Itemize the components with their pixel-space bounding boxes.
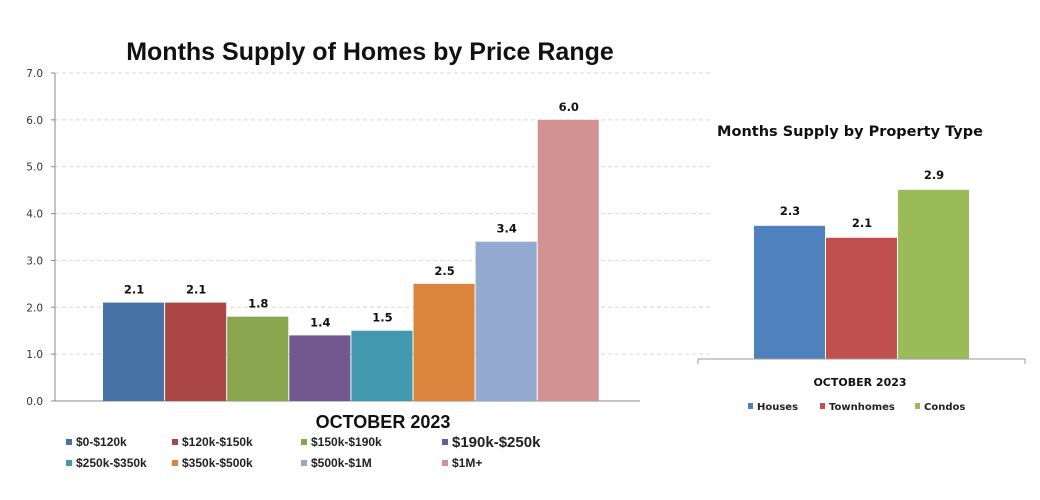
legend-label: Townhomes xyxy=(829,402,895,413)
y-tick-label: 1.0 xyxy=(26,349,43,361)
property-type-bars xyxy=(754,189,969,359)
y-tick-label: 6.0 xyxy=(26,115,43,127)
legend-label: $250k-$350k xyxy=(76,456,147,470)
legend-swatch xyxy=(301,460,307,466)
bar--1m- xyxy=(537,119,599,401)
property-type-x-axis xyxy=(697,358,1026,364)
y-tick-label: 7.0 xyxy=(26,68,43,80)
legend-swatch xyxy=(748,403,753,409)
legend-label: $190k-$250k xyxy=(452,434,541,451)
bar--350k-500k xyxy=(413,283,475,401)
legend-label: $150k-$190k xyxy=(311,435,382,449)
property-type-data-labels: 2.3 2.1 2.9 xyxy=(780,168,944,230)
data-label: 1.8 xyxy=(248,297,268,311)
y-tick-label: 2.0 xyxy=(26,302,43,314)
data-label: 2.1 xyxy=(124,283,144,297)
y-tick-label: 4.0 xyxy=(26,209,43,221)
property-type-legend: Houses Townhomes Condos xyxy=(748,402,965,413)
legend-label: $0-$120k xyxy=(76,435,127,449)
legend-swatch xyxy=(301,439,307,445)
bar-houses xyxy=(754,225,825,359)
bar--190k-250k xyxy=(289,335,351,401)
bar--250k-350k xyxy=(351,330,413,401)
y-tick-label: 0.0 xyxy=(26,396,43,408)
legend-swatch xyxy=(172,460,178,466)
data-label: 3.4 xyxy=(496,222,516,236)
bar--150k-190k xyxy=(227,316,289,401)
legend-label: $1M+ xyxy=(452,456,482,470)
data-label: 1.5 xyxy=(372,311,392,325)
data-label: 2.1 xyxy=(852,216,872,230)
bar-townhomes xyxy=(826,237,897,359)
bar--120k-150k xyxy=(165,302,227,401)
property-type-chart: Months Supply by Property Type 2.3 2.1 2.9… xyxy=(697,124,1026,413)
legend-label: $350k-$500k xyxy=(182,456,253,470)
price-range-data-labels: 2.1 2.1 1.8 1.4 1.5 2.5 3.4 6.0 xyxy=(124,100,579,330)
data-label: 2.9 xyxy=(924,168,944,182)
price-range-legend: $0-$120k $120k-$150k $150k-$190k $190k-$250… xyxy=(66,434,541,470)
legend-swatch xyxy=(172,439,178,445)
legend-swatch xyxy=(66,460,72,466)
legend-label: $500k-$1M xyxy=(311,456,372,470)
data-label: 2.3 xyxy=(780,204,800,218)
legend-swatch xyxy=(442,439,448,445)
legend-swatch xyxy=(442,460,448,466)
bar-condos xyxy=(898,189,969,359)
y-tick-label: 5.0 xyxy=(26,162,43,174)
property-type-chart-title: Months Supply by Property Type xyxy=(717,124,983,140)
data-label: 2.5 xyxy=(434,264,454,278)
legend-swatch xyxy=(915,403,920,409)
price-range-bars xyxy=(103,119,599,401)
legend-swatch xyxy=(820,403,825,409)
data-label: 1.4 xyxy=(310,315,330,329)
bar--0-120k xyxy=(103,302,165,401)
y-tick-label: 3.0 xyxy=(26,255,43,267)
price-range-x-axis-label: OCTOBER 2023 xyxy=(316,412,451,432)
property-type-x-axis-label: OCTOBER 2023 xyxy=(813,376,906,389)
bar--500k-1m xyxy=(475,241,537,401)
price-range-chart-title: Months Supply of Homes by Price Range xyxy=(126,38,614,66)
legend-label: Houses xyxy=(757,402,798,413)
legend-swatch xyxy=(66,439,72,445)
legend-label: $120k-$150k xyxy=(182,435,253,449)
data-label: 6.0 xyxy=(559,100,579,114)
legend-label: Condos xyxy=(924,402,965,413)
price-range-chart: Months Supply of Homes by Price Range 0.… xyxy=(26,38,710,470)
data-label: 2.1 xyxy=(186,283,206,297)
